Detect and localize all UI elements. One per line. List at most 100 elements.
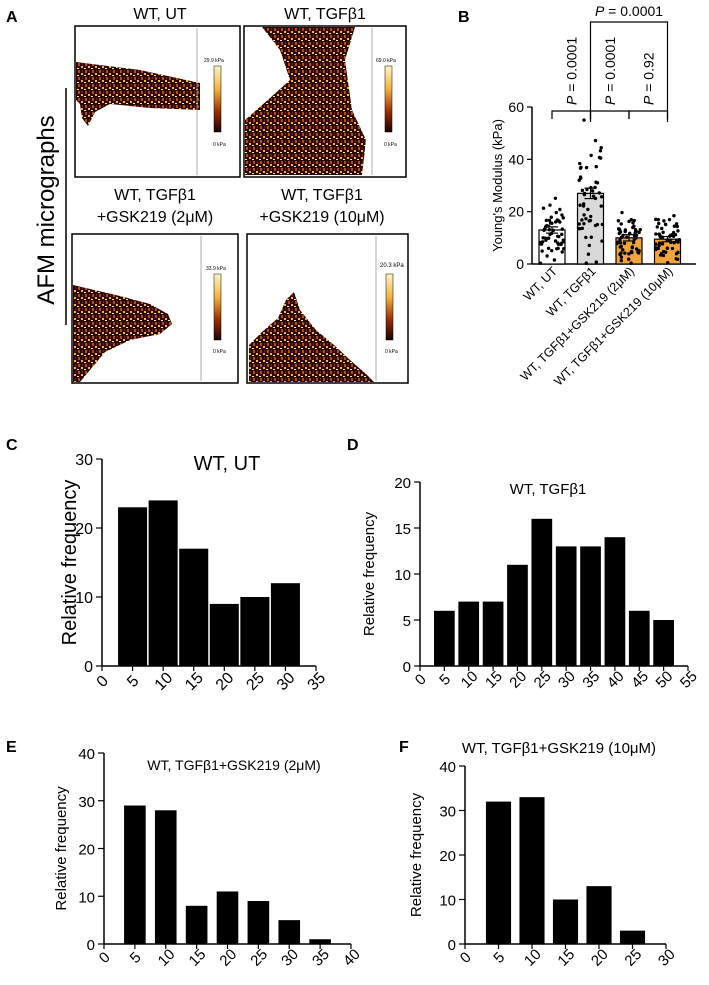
y-tick-label: 20 — [75, 521, 93, 538]
x-tick-label: 15 — [186, 946, 210, 970]
histogram-bar — [216, 891, 239, 944]
afm-title-ut: WT, UT — [133, 6, 187, 23]
data-point — [657, 243, 661, 248]
svg-text:33.9 kPa: 33.9 kPa — [206, 266, 226, 272]
x-tick-label: 30 — [274, 669, 299, 694]
panel-label-b: B — [458, 9, 470, 26]
data-point — [538, 242, 543, 246]
data-point — [560, 227, 565, 231]
histogram-bar — [434, 610, 455, 666]
data-point — [584, 165, 589, 170]
data-point — [589, 235, 593, 239]
data-point — [548, 203, 552, 207]
svg-text:20.3 kPa: 20.3 kPa — [380, 263, 404, 269]
data-point — [634, 247, 639, 251]
data-point — [555, 234, 560, 238]
data-point — [584, 216, 588, 221]
data-point — [662, 219, 666, 223]
data-point — [624, 235, 629, 239]
data-point — [582, 213, 586, 217]
data-point — [586, 207, 590, 212]
data-point — [672, 224, 677, 228]
chart-title: WT, TGFβ1+GSK219 (10μM) — [462, 740, 656, 757]
data-point — [587, 219, 591, 223]
svg-text:29.9 kPa: 29.9 kPa — [204, 58, 224, 64]
y-axis-label: Young's Modulus (kPa) — [490, 119, 505, 252]
y-tick-label: 10 — [75, 590, 93, 607]
x-tick-label: 25 — [621, 946, 645, 970]
y-tick-label: 40 — [508, 151, 524, 167]
y-tick-label: 10 — [439, 893, 456, 910]
data-point — [597, 155, 602, 160]
data-point — [547, 228, 552, 232]
data-point — [595, 222, 600, 227]
svg-text:0 kPa: 0 kPa — [384, 142, 397, 148]
data-point — [627, 257, 631, 261]
data-point — [633, 230, 638, 235]
p-value-label: P = 0.92 — [640, 52, 656, 105]
x-tick-label: 30 — [655, 946, 679, 970]
data-point — [627, 252, 631, 256]
data-point — [630, 250, 634, 255]
data-point — [579, 176, 583, 180]
afm-panel: AFM micrographs WT, UT 29.9 kPa 0 kPa WT… — [33, 6, 409, 384]
x-tick-label: 40 — [340, 946, 364, 970]
histogram-bar — [179, 548, 209, 666]
panel-label-c: C — [6, 437, 18, 454]
data-point — [600, 222, 605, 227]
y-tick-label: 20 — [78, 842, 95, 859]
chart-title: WT, TGFβ1+GSK219 (2μM) — [147, 757, 320, 773]
data-point — [548, 221, 553, 225]
x-tick-label: 20 — [506, 668, 530, 692]
y-tick-label: 0 — [84, 659, 93, 676]
histogram-bar — [278, 920, 301, 944]
data-point — [654, 242, 658, 246]
data-point — [670, 246, 675, 251]
y-tick-label: 0 — [448, 937, 456, 954]
data-point — [670, 233, 674, 237]
histogram-bar — [247, 901, 270, 944]
data-point — [618, 252, 622, 257]
x-tick-label: 55 — [677, 668, 701, 692]
data-point — [657, 241, 662, 245]
data-point — [674, 222, 679, 226]
y-tick-label: 10 — [394, 567, 411, 584]
histogram-bar — [507, 564, 528, 666]
histogram-bar — [552, 899, 579, 944]
svg-text:0 kPa: 0 kPa — [385, 349, 398, 355]
data-point — [654, 246, 658, 250]
data-point — [660, 242, 665, 246]
afm-title-tgf: WT, TGFβ1 — [284, 6, 366, 23]
data-point — [618, 230, 623, 234]
y-tick-label: 5 — [403, 613, 411, 630]
data-point — [541, 236, 545, 240]
data-point — [560, 250, 564, 254]
data-point — [664, 250, 668, 254]
data-point — [619, 222, 623, 226]
x-tick-label: 20 — [213, 669, 238, 694]
panel-label-f: F — [399, 739, 409, 756]
y-tick-label: 30 — [78, 794, 95, 811]
histogram-bar — [185, 905, 208, 944]
significance-bracket — [589, 21, 669, 122]
histogram-bar — [118, 507, 148, 666]
y-tick-label: 20 — [439, 848, 456, 865]
histogram-bar — [482, 601, 504, 666]
data-point — [556, 241, 560, 245]
data-point — [545, 254, 549, 258]
data-point — [675, 224, 680, 229]
data-point — [546, 236, 551, 240]
x-tick-label: 15 — [482, 668, 506, 692]
data-point — [623, 251, 627, 255]
y-tick-label: 10 — [78, 889, 95, 906]
data-point — [619, 258, 624, 263]
data-point — [550, 248, 554, 253]
data-point — [578, 203, 582, 207]
data-point — [558, 207, 562, 212]
y-tick-label: 0 — [87, 937, 95, 954]
data-point — [623, 228, 628, 232]
svg-text:0 kPa: 0 kPa — [213, 349, 226, 355]
x-tick-label: 30 — [278, 946, 302, 970]
data-point — [560, 213, 564, 217]
